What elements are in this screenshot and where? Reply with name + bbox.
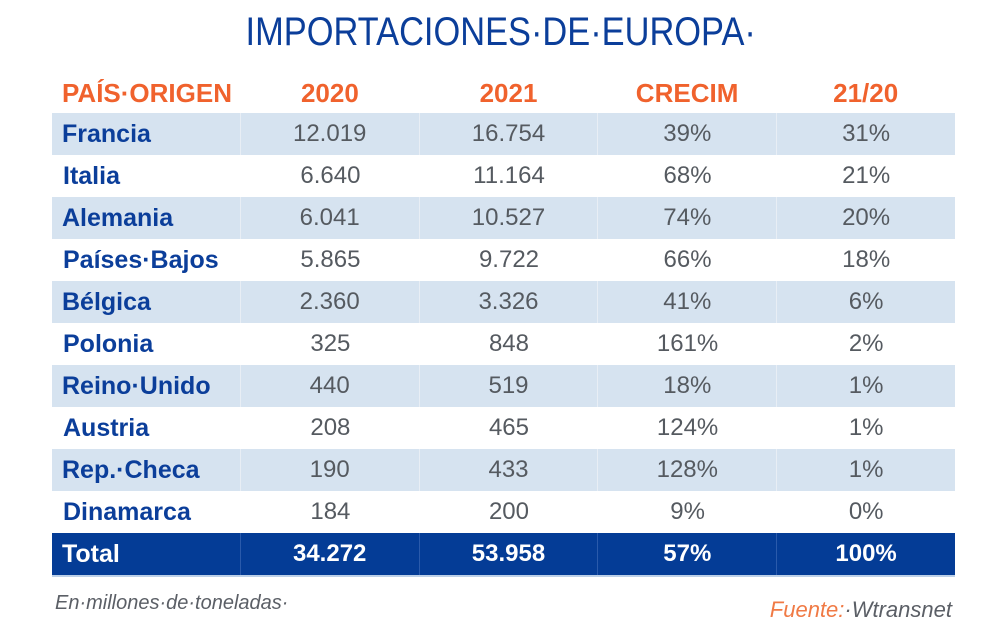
table-row: Alemania 6.041 10.527 74% 20% (52, 197, 955, 239)
country-cell: Francia (62, 120, 151, 148)
table-row: Dinamarca 184 200 9% 0% (52, 491, 955, 533)
value-2020-cell: 5.865 (300, 246, 361, 273)
country-cell: Italia (63, 162, 120, 190)
table-row: Polonia 325 848 161% 2% (52, 323, 955, 365)
header-country: PAÍS·ORIGEN (62, 78, 232, 108)
table-row: Reino·Unido 440 519 18% 1% (52, 365, 955, 407)
value-2020-cell: 12.019 (239, 113, 419, 155)
table-row: Francia 12.019 16.754 39% 31% (52, 113, 955, 155)
value-2021-cell: 3.326 (418, 281, 598, 323)
total-growth: 57% (597, 533, 776, 575)
total-label: Total (62, 540, 120, 568)
value-2021-cell: 848 (488, 330, 529, 357)
growth-cell: 128% (597, 449, 776, 491)
share-cell: 1% (776, 449, 955, 491)
share-cell: 21% (842, 162, 891, 189)
value-2020-cell: 440 (239, 365, 419, 407)
share-cell: 18% (842, 246, 891, 273)
share-cell: 31% (776, 113, 955, 155)
growth-cell: 41% (597, 281, 776, 323)
growth-cell: 74% (597, 197, 776, 239)
header-share: 21/20 (833, 78, 899, 108)
imports-table: Francia 12.019 16.754 39% 31% Italia 6.6… (52, 113, 955, 577)
value-2020-cell: 208 (310, 414, 351, 441)
value-2020-cell: 190 (239, 449, 419, 491)
table-row: Austria 208 465 124% 1% (52, 407, 955, 449)
value-2021-cell: 11.164 (473, 162, 545, 189)
source-credit: Fuente:·Wtransnet (770, 597, 952, 623)
growth-cell: 161% (656, 330, 719, 357)
share-cell: 1% (776, 365, 955, 407)
table-row: Italia 6.640 11.164 68% 21% (52, 155, 955, 197)
total-2020: 34.272 (239, 533, 419, 575)
value-2020-cell: 6.041 (239, 197, 419, 239)
total-share: 100% (776, 533, 955, 575)
country-cell: Austria (63, 414, 150, 442)
value-2021-cell: 519 (418, 365, 598, 407)
growth-cell: 39% (597, 113, 776, 155)
total-2021: 53.958 (418, 533, 598, 575)
share-cell: 0% (848, 498, 884, 525)
share-cell: 2% (848, 330, 884, 357)
source-value: ·Wtransnet (844, 597, 952, 622)
value-2020-cell: 184 (310, 498, 351, 525)
value-2021-cell: 10.527 (418, 197, 598, 239)
share-cell: 20% (776, 197, 955, 239)
table-header: PAÍS·ORIGEN 2020 2021 CRECIM 21/20 (52, 73, 955, 113)
value-2020-cell: 325 (310, 330, 351, 357)
growth-cell: 124% (656, 414, 719, 441)
growth-cell: 9% (670, 498, 705, 525)
value-2020-cell: 2.360 (239, 281, 419, 323)
country-cell: Polonia (63, 330, 154, 358)
country-cell: Bélgica (62, 288, 151, 316)
header-growth: CRECIM (635, 78, 739, 108)
total-row: Total 34.272 53.958 57% 100% (52, 533, 955, 577)
value-2021-cell: 16.754 (418, 113, 598, 155)
header-2020: 2020 (300, 78, 359, 108)
country-cell: Reino·Unido (62, 372, 211, 400)
value-2021-cell: 9.722 (478, 246, 540, 273)
growth-cell: 66% (663, 246, 712, 273)
page-title: IMPORTACIONES·DE·EUROPA· (245, 10, 756, 54)
country-cell: Alemania (62, 204, 174, 232)
header-2021: 2021 (479, 78, 538, 108)
country-cell: Dinamarca (63, 498, 191, 526)
value-2021-cell: 465 (488, 414, 529, 441)
table-row: Bélgica 2.360 3.326 41% 6% (52, 281, 955, 323)
source-label: Fuente: (769, 597, 845, 622)
country-cell: Países·Bajos (63, 246, 219, 274)
share-cell: 1% (848, 414, 884, 441)
table-row: Países·Bajos 5.865 9.722 66% 18% (52, 239, 955, 281)
table-row: Rep.·Checa 190 433 128% 1% (52, 449, 955, 491)
growth-cell: 68% (663, 162, 712, 189)
country-cell: Rep.·Checa (62, 456, 200, 484)
value-2020-cell: 6.640 (300, 162, 361, 189)
growth-cell: 18% (597, 365, 776, 407)
value-2021-cell: 200 (488, 498, 529, 525)
units-note: En·millones·de·toneladas· (55, 592, 289, 614)
value-2021-cell: 433 (418, 449, 598, 491)
share-cell: 6% (776, 281, 955, 323)
